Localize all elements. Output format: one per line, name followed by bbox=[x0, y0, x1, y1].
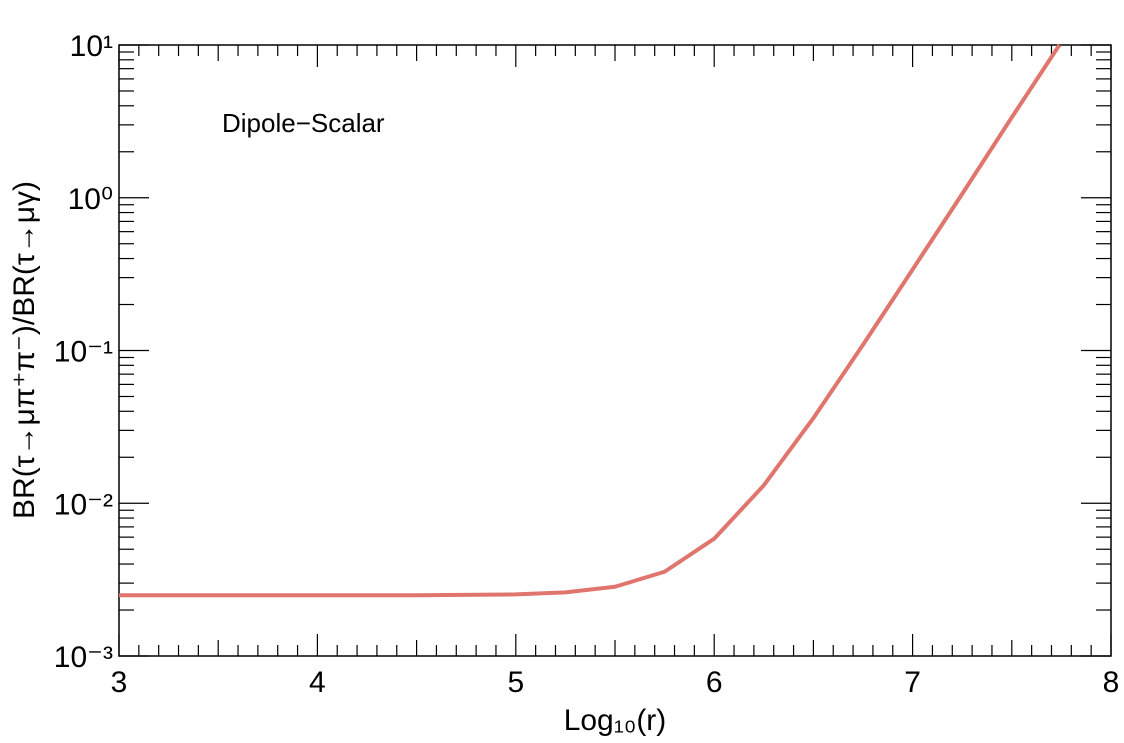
y-tick-label: 10⁻² bbox=[54, 488, 113, 521]
line bbox=[119, 43, 1062, 598]
x-tick-label: 7 bbox=[904, 666, 921, 699]
y-tick-label: 10⁰ bbox=[68, 183, 113, 216]
x-tick-label: 4 bbox=[309, 666, 326, 699]
y-tick-label: 10⁻³ bbox=[54, 641, 113, 674]
x-tick-label: 3 bbox=[111, 666, 128, 699]
x-tick-label: 8 bbox=[1103, 666, 1120, 699]
y-axis-label: BR(τ→μπ⁺π⁻)/BR(τ→μγ) bbox=[8, 181, 41, 519]
x-axis-label: Log₁₀(r) bbox=[564, 704, 667, 737]
y-tick-label: 10⁻¹ bbox=[54, 336, 113, 369]
x-tick-label: 5 bbox=[507, 666, 524, 699]
x-tick-label: 6 bbox=[706, 666, 723, 699]
annotation: Dipole−Scalar bbox=[222, 108, 385, 138]
plot-frame bbox=[118, 44, 1112, 657]
y-tick-label: 10¹ bbox=[70, 30, 113, 63]
